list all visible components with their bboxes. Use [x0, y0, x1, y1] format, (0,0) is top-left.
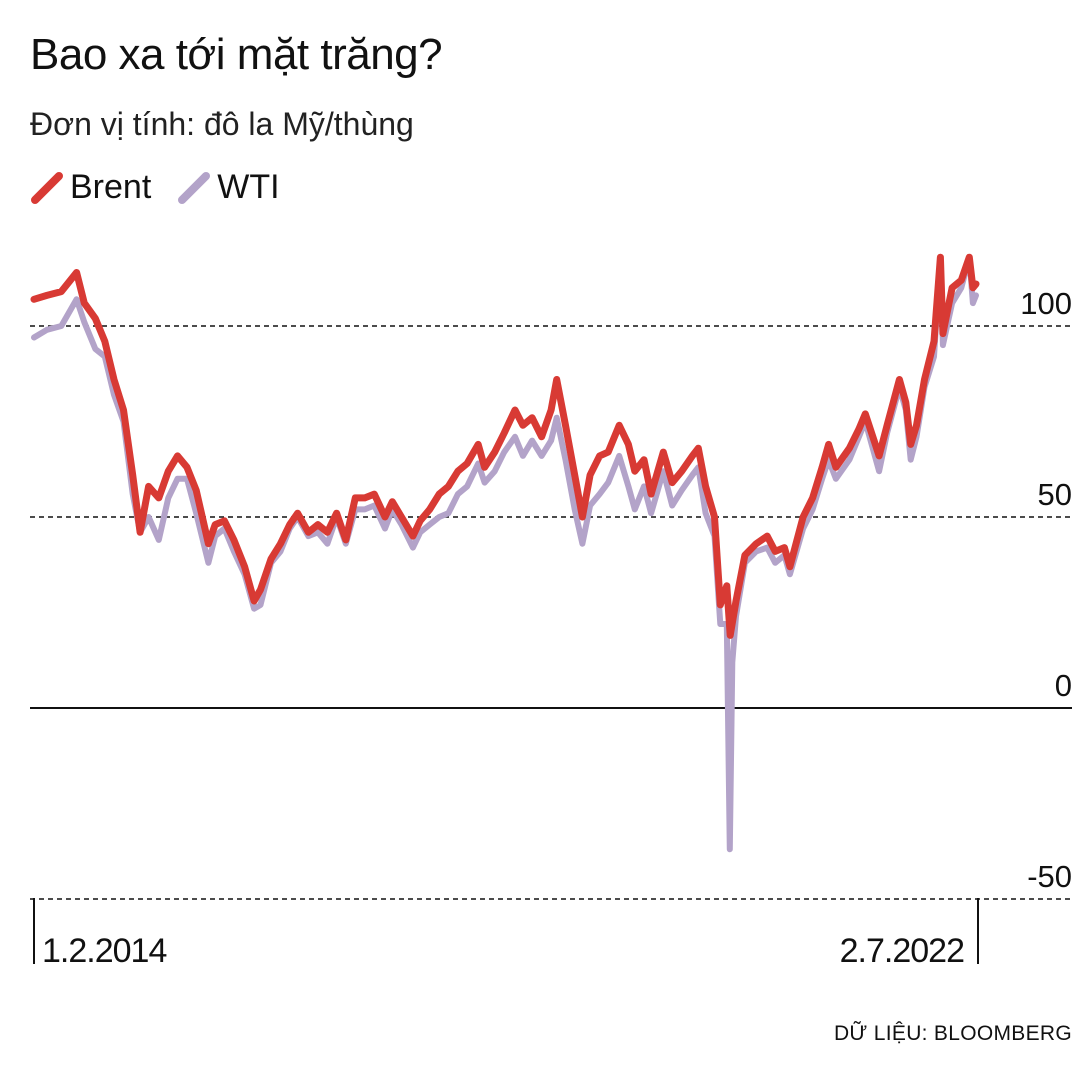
x-tick-label-start: 1.2.2014: [42, 932, 166, 970]
x-tick-label-end: 2.7.2022: [840, 932, 964, 970]
y-tick-label: 100: [1020, 286, 1072, 321]
series-line-brent: [30, 253, 980, 639]
chart-legend: Brent WTI: [30, 168, 306, 207]
legend-swatch-wti: [178, 171, 211, 204]
chart-title: Bao xa tới mặt trăng?: [30, 30, 443, 79]
legend-swatch-brent: [31, 171, 63, 204]
legend-label-brent: Brent: [70, 168, 152, 206]
legend-item-wti: WTI: [177, 168, 280, 207]
legend-item-brent: Brent: [30, 168, 151, 207]
y-tick-label: 0: [1055, 668, 1072, 703]
series-line-wti: [31, 254, 979, 853]
legend-label-wti: WTI: [217, 168, 280, 206]
chart-subtitle: Đơn vị tính: đô la Mỹ/thùng: [30, 106, 414, 142]
y-tick-label: -50: [1027, 859, 1072, 894]
y-tick-label: 50: [1038, 477, 1072, 512]
data-source: DỮ LIỆU: BLOOMBERG: [833, 1022, 1072, 1045]
